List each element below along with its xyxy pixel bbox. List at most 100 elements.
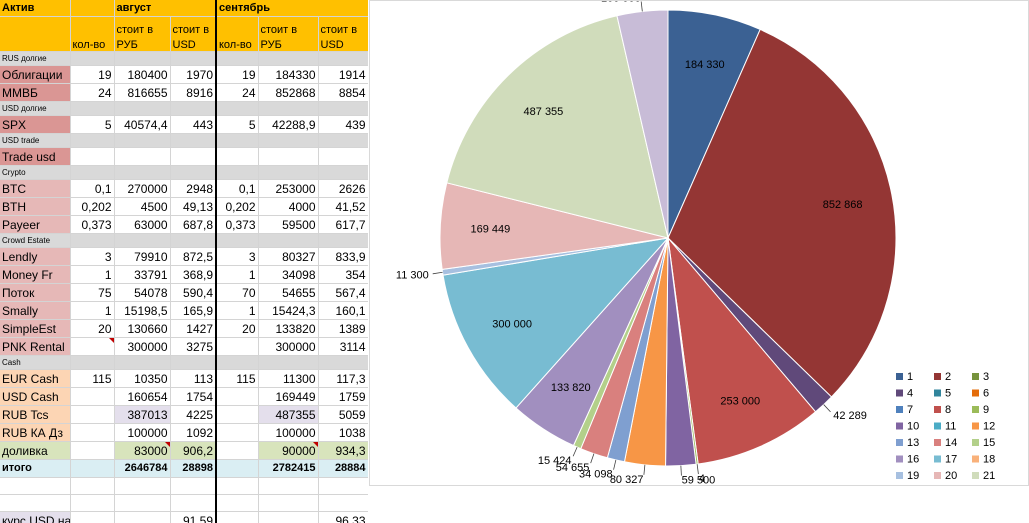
cell[interactable]: [258, 477, 319, 495]
cell[interactable]: [215, 133, 259, 148]
cell-sep-usd[interactable]: 439: [318, 115, 368, 134]
header-sep-qty[interactable]: кол-во: [215, 16, 259, 52]
cell-sep-rub[interactable]: [258, 511, 319, 523]
cell-sep-qty[interactable]: 3: [215, 247, 259, 266]
cell-aug-usd[interactable]: 49,13: [170, 197, 217, 216]
cell-sep-rub[interactable]: 15424,3: [258, 301, 319, 320]
header-aug-rub[interactable]: стоит в РУБ: [114, 16, 171, 52]
cell-aug-qty[interactable]: [70, 387, 115, 406]
row-name[interactable]: Облигации: [0, 65, 71, 84]
row-name[interactable]: USD Cash: [0, 387, 71, 406]
cell[interactable]: [215, 101, 259, 116]
cell[interactable]: [70, 355, 115, 370]
cell[interactable]: [318, 101, 368, 116]
row-name[interactable]: BTH: [0, 197, 71, 216]
cell[interactable]: [114, 494, 171, 512]
cell-sep-usd[interactable]: 567,4: [318, 283, 368, 302]
row-name[interactable]: RUB КА Дз: [0, 423, 71, 442]
header-month-aug[interactable]: август: [114, 0, 217, 17]
cell-aug-qty[interactable]: [70, 511, 115, 523]
cell-aug-usd[interactable]: 2948: [170, 179, 217, 198]
row-name[interactable]: Money Fr: [0, 265, 71, 284]
section-label[interactable]: Crowd Estate: [0, 233, 71, 248]
cell-aug-rub[interactable]: 180400: [114, 65, 171, 84]
cell[interactable]: [318, 233, 368, 248]
cell-sep-qty[interactable]: [215, 387, 259, 406]
cell[interactable]: [170, 477, 217, 495]
cell-aug-rub[interactable]: [114, 511, 171, 523]
cell-sep-rub[interactable]: [258, 147, 319, 166]
cell[interactable]: [170, 165, 217, 180]
cell[interactable]: [114, 165, 171, 180]
cell-aug-rub[interactable]: 10350: [114, 369, 171, 388]
cell-sep-usd[interactable]: 28884: [318, 459, 368, 478]
cell-sep-usd[interactable]: 117,3: [318, 369, 368, 388]
cell[interactable]: [170, 101, 217, 116]
cell-sep-usd[interactable]: 354: [318, 265, 368, 284]
row-name[interactable]: SPX: [0, 115, 71, 134]
cell-sep-qty[interactable]: [215, 405, 259, 424]
header-blank[interactable]: [0, 16, 71, 52]
cell-aug-rub[interactable]: 83000: [114, 441, 171, 460]
cell-sep-usd[interactable]: 3114: [318, 337, 368, 356]
cell-aug-qty[interactable]: [70, 459, 115, 478]
cell-aug-usd[interactable]: 91,59: [170, 511, 217, 523]
cell-sep-usd[interactable]: 934,3: [318, 441, 368, 460]
section-label[interactable]: Cash: [0, 355, 71, 370]
cell-sep-qty[interactable]: 0,1: [215, 179, 259, 198]
cell[interactable]: [0, 494, 71, 512]
cell-aug-usd[interactable]: 28898: [170, 459, 217, 478]
cell[interactable]: [215, 477, 259, 495]
cell-aug-qty[interactable]: 1: [70, 301, 115, 320]
cell-aug-qty[interactable]: 24: [70, 83, 115, 102]
cell-aug-usd[interactable]: 3275: [170, 337, 217, 356]
cell[interactable]: [318, 51, 368, 66]
cell-aug-qty[interactable]: 0,373: [70, 215, 115, 234]
cell[interactable]: [215, 494, 259, 512]
cell[interactable]: [215, 355, 259, 370]
cell[interactable]: [258, 165, 319, 180]
cell-sep-qty[interactable]: 115: [215, 369, 259, 388]
cell[interactable]: [70, 477, 115, 495]
cell-sep-usd[interactable]: 160,1: [318, 301, 368, 320]
cell[interactable]: [114, 51, 171, 66]
cell-aug-qty[interactable]: 0,202: [70, 197, 115, 216]
cell-sep-usd[interactable]: 833,9: [318, 247, 368, 266]
row-name[interactable]: Lendly: [0, 247, 71, 266]
cell[interactable]: [215, 165, 259, 180]
header-blank[interactable]: [70, 0, 115, 17]
cell-aug-rub[interactable]: 816655: [114, 83, 171, 102]
cell-aug-qty[interactable]: 19: [70, 65, 115, 84]
cell-aug-rub[interactable]: 270000: [114, 179, 171, 198]
cell-aug-qty[interactable]: 1: [70, 265, 115, 284]
cell-aug-rub[interactable]: 4500: [114, 197, 171, 216]
cell[interactable]: [318, 165, 368, 180]
cell-sep-usd[interactable]: 96,33: [318, 511, 368, 523]
cell-aug-usd[interactable]: 1970: [170, 65, 217, 84]
cell[interactable]: [170, 51, 217, 66]
row-name[interactable]: Payeer: [0, 215, 71, 234]
row-name[interactable]: Smally: [0, 301, 71, 320]
cell[interactable]: [70, 233, 115, 248]
cell-sep-rub[interactable]: 184330: [258, 65, 319, 84]
cell-aug-usd[interactable]: 4225: [170, 405, 217, 424]
cell-aug-rub[interactable]: 160654: [114, 387, 171, 406]
pie-slice-8[interactable]: [667, 236, 817, 465]
cell-sep-rub[interactable]: 487355: [258, 405, 319, 424]
cell-sep-usd[interactable]: 41,52: [318, 197, 368, 216]
cell-aug-qty[interactable]: 0,1: [70, 179, 115, 198]
cell[interactable]: [215, 233, 259, 248]
cell[interactable]: [0, 477, 71, 495]
cell-aug-rub[interactable]: 15198,5: [114, 301, 171, 320]
cell-sep-usd[interactable]: 1759: [318, 387, 368, 406]
cell[interactable]: [70, 165, 115, 180]
cell-sep-rub[interactable]: 90000: [258, 441, 319, 460]
cell[interactable]: [258, 355, 319, 370]
cell-sep-rub[interactable]: 852868: [258, 83, 319, 102]
cell-aug-usd[interactable]: 443: [170, 115, 217, 134]
row-name[interactable]: итого: [0, 459, 71, 478]
cell-sep-qty[interactable]: 0,373: [215, 215, 259, 234]
cell-sep-usd[interactable]: 617,7: [318, 215, 368, 234]
cell-sep-rub[interactable]: 169449: [258, 387, 319, 406]
cell[interactable]: [70, 494, 115, 512]
